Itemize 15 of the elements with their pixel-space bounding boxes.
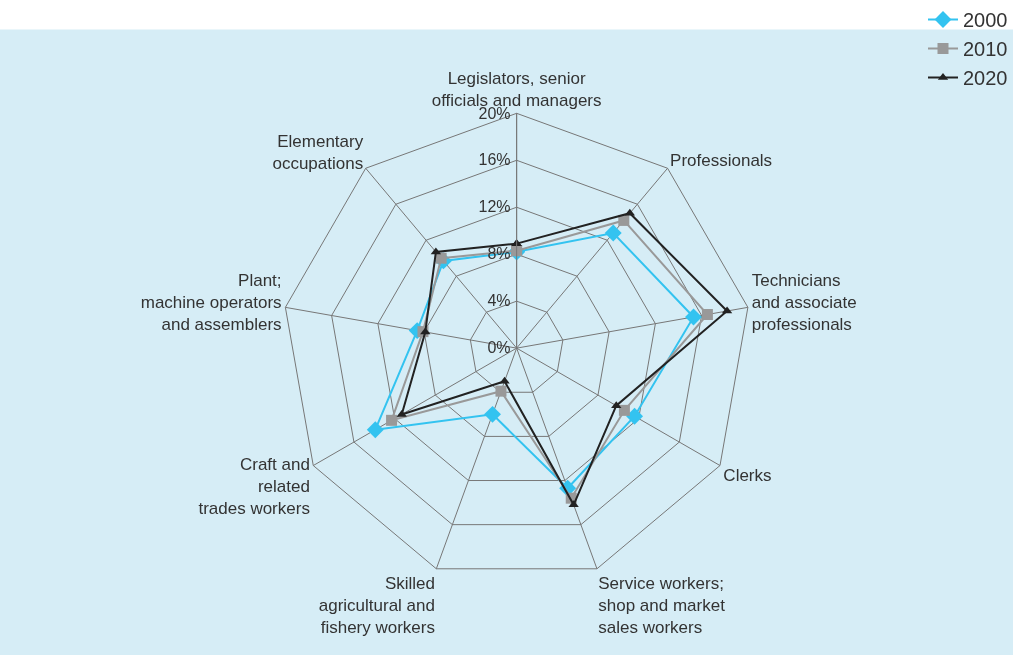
spoke-label: Professionals: [670, 151, 773, 171]
y-tick-label: 4%: [487, 292, 511, 310]
spoke-label: Elementary occupations: [272, 131, 364, 174]
y-tick-label: 12%: [478, 198, 511, 216]
spoke-label: Plant; machine operators and assemblers: [140, 271, 282, 335]
spoke-label: Service workers; shop and market sales workers: [598, 574, 726, 638]
spoke-label: Technicians and associate professionals: [751, 271, 857, 335]
legend-label: 2020: [963, 67, 1008, 90]
legend-label: 2000: [963, 9, 1008, 32]
legend-label: 2010: [963, 38, 1008, 61]
spoke-label: Clerks: [723, 466, 772, 486]
spoke-label: Craft and related trades workers: [198, 455, 310, 519]
y-tick-label: 16%: [478, 151, 511, 169]
y-tick-label: 0%: [487, 339, 511, 357]
spoke-label: Skilled agricultural and fishery workers: [318, 574, 435, 638]
